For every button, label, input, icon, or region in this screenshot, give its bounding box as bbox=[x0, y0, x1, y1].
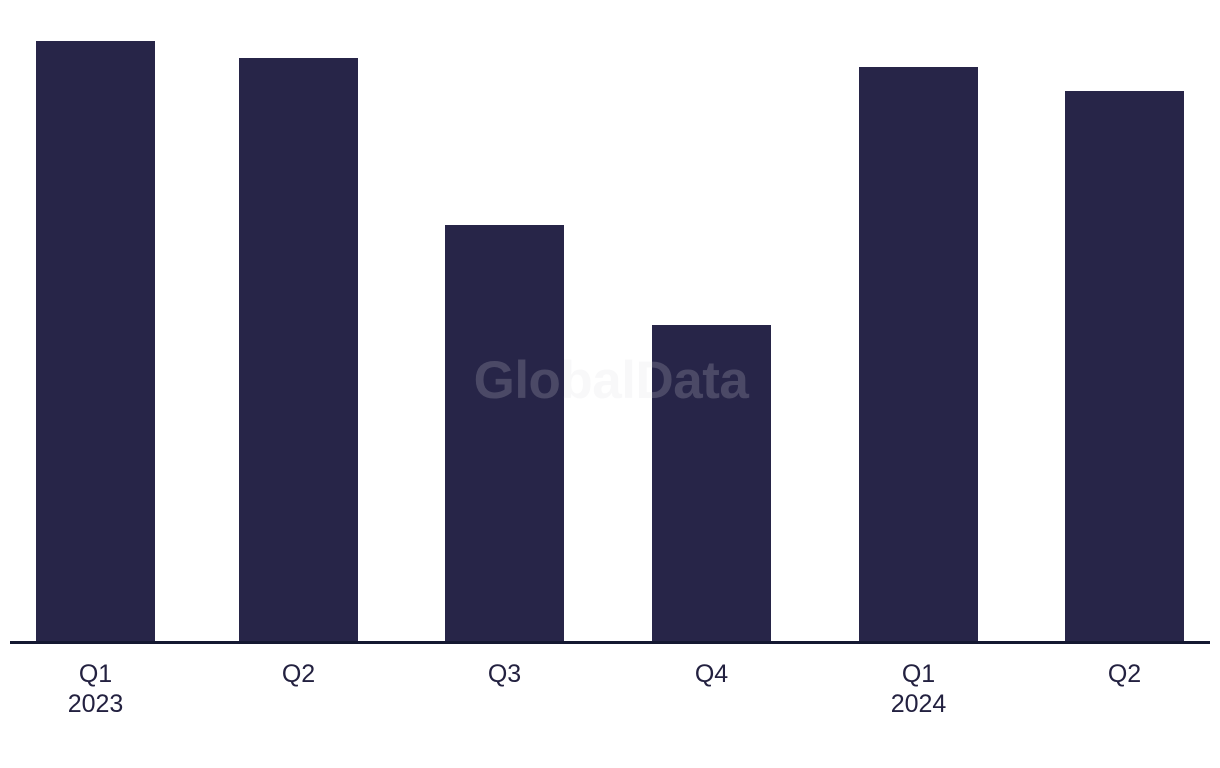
bar-q2-2023 bbox=[239, 58, 358, 641]
x-tick-quarter-label: Q3 bbox=[487, 660, 522, 688]
bar-q1-2023 bbox=[36, 41, 155, 641]
x-tick-q4-2023: Q4 bbox=[695, 659, 728, 689]
bar-q2-2024 bbox=[1065, 91, 1184, 641]
x-tick-quarter-label: Q1 bbox=[901, 660, 936, 688]
x-tick-year-label: 2023 bbox=[67, 690, 124, 718]
bar-q4-2023 bbox=[652, 325, 771, 641]
x-tick-q1-2023: Q1 2023 bbox=[68, 659, 124, 719]
bar-q1-2024 bbox=[859, 67, 978, 641]
bar-q3-2023 bbox=[445, 225, 564, 641]
x-tick-quarter-label: Q2 bbox=[281, 660, 316, 688]
x-tick-quarter-label: Q2 bbox=[1107, 660, 1142, 688]
x-tick-year-label: 2024 bbox=[890, 690, 947, 718]
x-tick-q1-2024: Q1 2024 bbox=[891, 659, 947, 719]
x-tick-quarter-label: Q1 bbox=[78, 660, 113, 688]
x-tick-q2-2023: Q2 bbox=[282, 659, 315, 689]
x-tick-q3-2023: Q3 bbox=[488, 659, 521, 689]
x-tick-q2-2024: Q2 bbox=[1108, 659, 1141, 689]
x-tick-quarter-label: Q4 bbox=[694, 660, 729, 688]
globaldata-watermark: GlobalData bbox=[473, 351, 749, 410]
x-axis-line bbox=[10, 641, 1210, 644]
